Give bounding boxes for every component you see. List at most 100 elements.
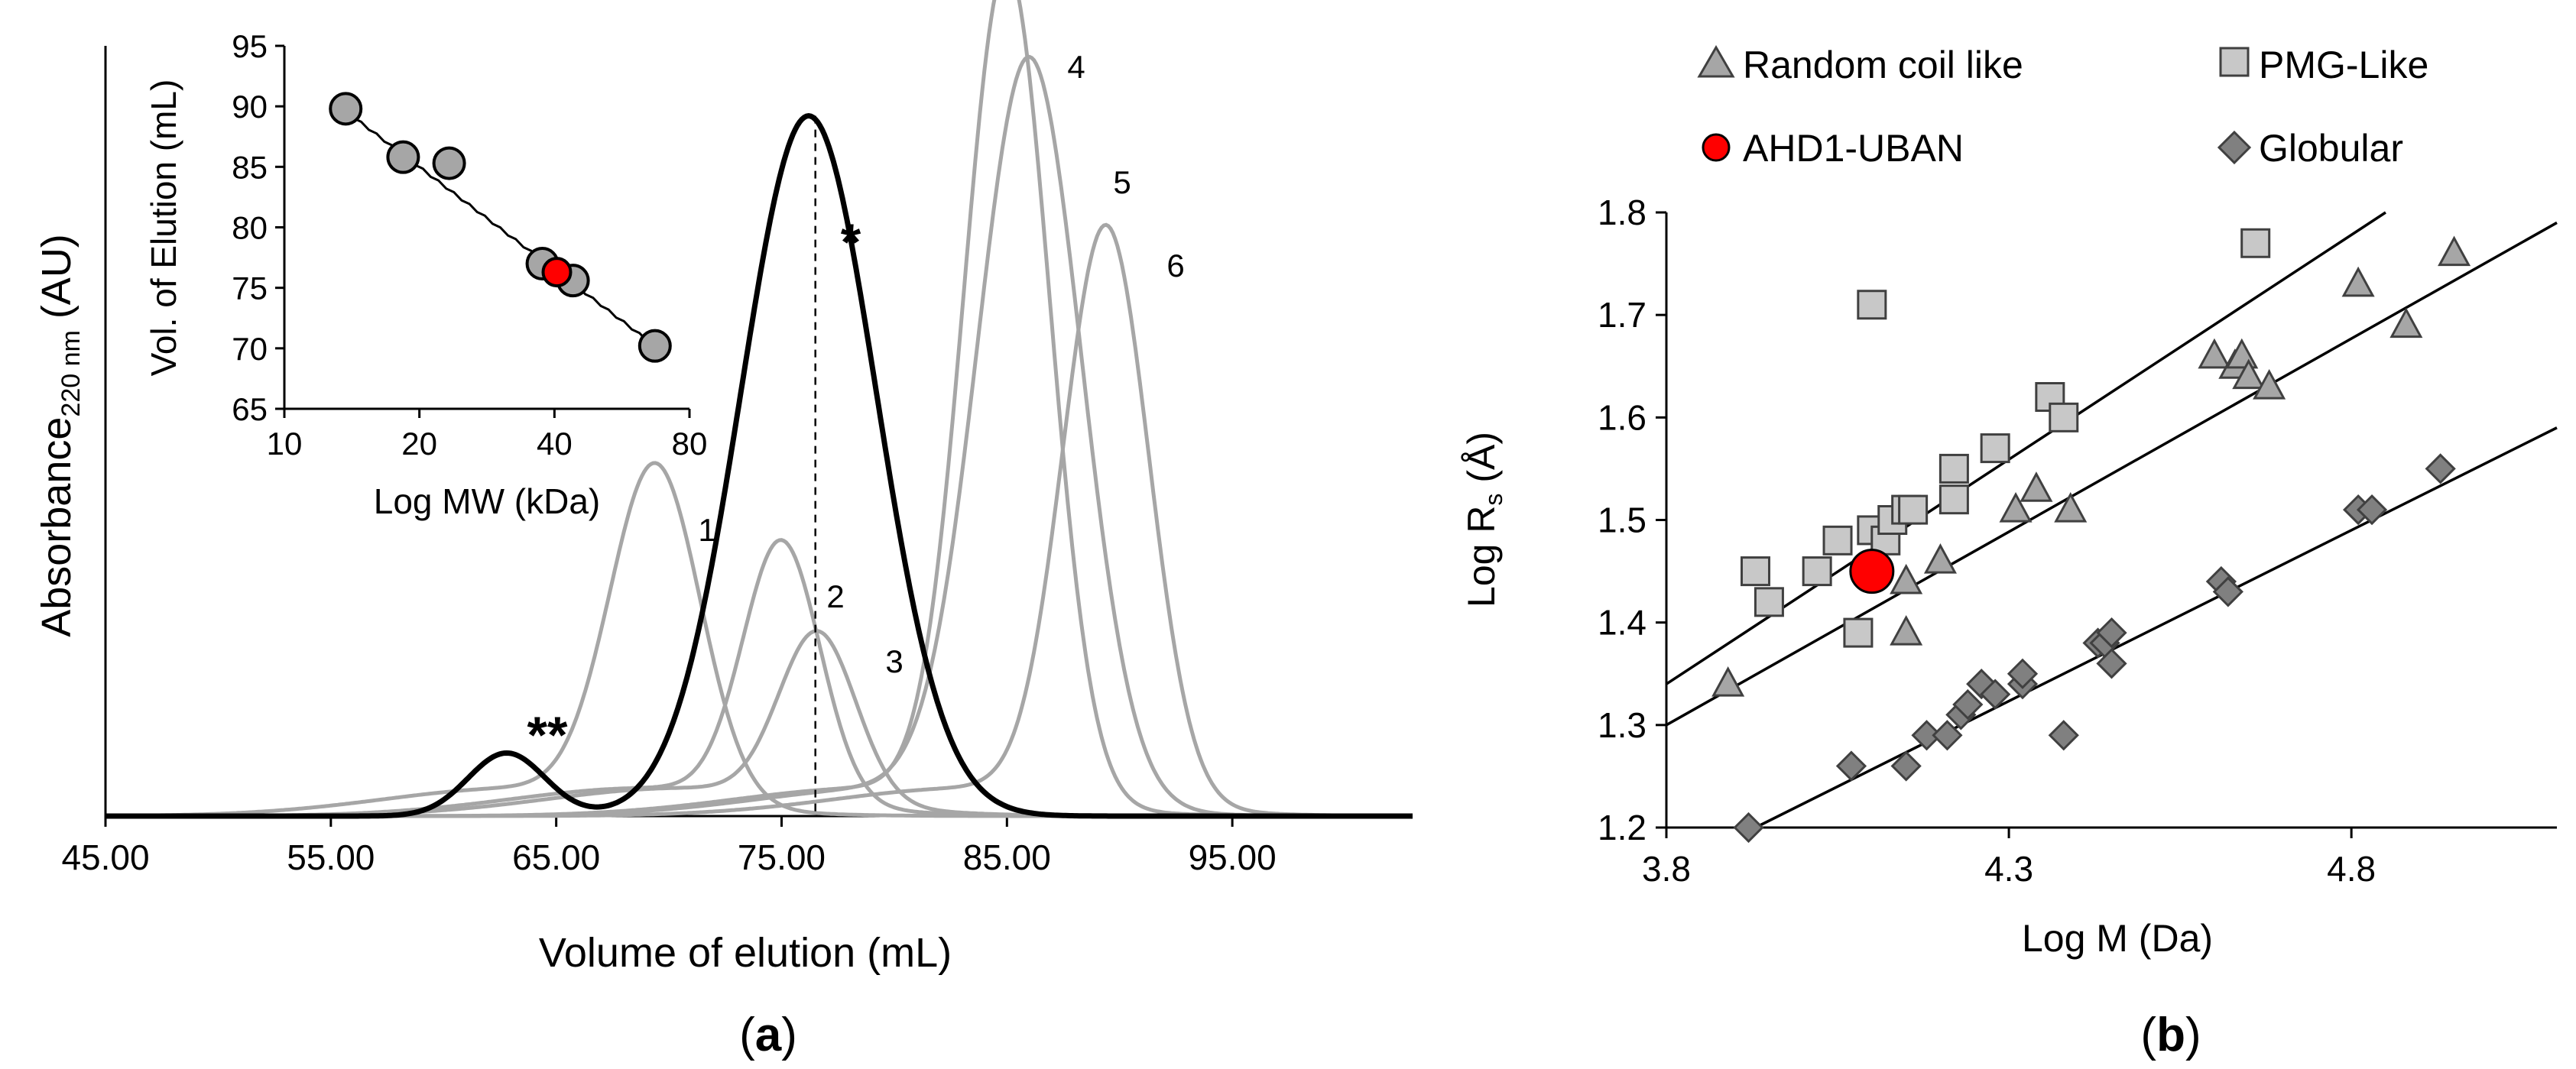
random-coil-point (2253, 368, 2286, 400)
panel-b-points (1711, 228, 2471, 844)
fit-line-globular (1754, 426, 2558, 829)
panel-a-x-tick-label: 55.00 (287, 837, 375, 877)
random-coil-point (2020, 471, 2053, 502)
random-coil-point (1890, 614, 1923, 646)
legend-pmg: PMG-Like (2259, 44, 2428, 86)
panel-a-x-tick-label: 85.00 (963, 837, 1051, 877)
aggregate-peak-label: ** (527, 706, 568, 764)
inset-x-tick-label: 80 (672, 426, 708, 462)
panel-b-caption: (b) (2140, 1009, 2201, 1061)
pmg-point (1938, 484, 1969, 515)
random-coil-point (2225, 338, 2259, 369)
globular-point (2007, 658, 2039, 689)
panel-b: 3.8 4.3 4.8 1.2 1.3 1.4 1.5 1.6 1.7 1.8 Log M (Da… (1460, 44, 2558, 1061)
inset-x-tick-label: 20 (401, 426, 437, 462)
panel-b-ticks: 3.8 4.3 4.8 1.2 1.3 1.4 1.5 1.6 1.7 1.8 (1598, 193, 2376, 889)
pmg-point (1822, 525, 1853, 556)
panel-a-x-tick-label: 65.00 (512, 837, 600, 877)
globular-point (1733, 811, 1764, 844)
panel-b-y-tick-label: 1.6 (1598, 397, 1646, 437)
peak-label-5: 5 (1113, 164, 1131, 200)
caption-b-open: ( (2140, 1009, 2156, 1061)
legend-triangle-marker (1697, 45, 1735, 78)
panel-b-y-tick-label: 1.3 (1598, 705, 1646, 745)
panel-b-y-tick-label: 1.8 (1598, 193, 1646, 232)
inset-standard-point (432, 146, 466, 180)
peak-label-1: 1 (698, 512, 715, 548)
caption-b-letter: b (2156, 1009, 2185, 1061)
random-coil-point (2341, 266, 2375, 297)
panel-b-y-tick-label: 1.2 (1598, 808, 1646, 847)
globular-point (2425, 453, 2456, 484)
legend-globular: Globular (2259, 127, 2403, 170)
peak-label-4: 4 (1067, 49, 1085, 85)
caption-a-close: ) (781, 1009, 797, 1061)
b-y-title-unit: (Å) (1460, 432, 1503, 494)
random-coil-point (2232, 358, 2266, 390)
panel-b-x-axis-title: Log M (Da) (2022, 917, 2213, 960)
pmg-point (2049, 402, 2079, 432)
globular-point (2212, 576, 2243, 607)
random-coil-point (2198, 338, 2231, 369)
panel-a: 45.00 55.00 65.00 75.00 85.00 95.00 * ** 1 2 … (34, 0, 1413, 1061)
reference-trace-2 (105, 538, 1413, 818)
inset-y-tick-label: 85 (232, 149, 268, 185)
inset-standard-point (329, 92, 363, 126)
caption-a-letter: a (755, 1009, 782, 1061)
panel-b-fit-lines (1666, 211, 2558, 829)
fit-line-pmg-like (1666, 211, 2386, 685)
pmg-point (1980, 433, 2010, 464)
legend-ahd1-uban: AHD1-UBAN (1743, 127, 1964, 170)
random-coil-point (2438, 235, 2471, 267)
inset-x-tick-label: 40 (537, 426, 573, 462)
ahd1-uban-point (1849, 549, 1895, 594)
inset-standard-point (638, 329, 672, 363)
panel-a-traces (105, 0, 1413, 819)
globular-point (1980, 679, 2011, 710)
fit-line-random-coil-like (1666, 221, 2558, 727)
panel-b-y-axis-title: Log Rs (Å) (1460, 432, 1507, 607)
legend-circle-marker (1702, 133, 1731, 162)
inset-y-tick-label: 70 (232, 331, 268, 367)
reference-trace-1 (105, 461, 1413, 818)
globular-point (1890, 750, 1922, 782)
globular-point (1952, 688, 1984, 721)
pmg-point (2240, 228, 2271, 258)
legend-diamond-marker (2217, 130, 2252, 165)
y-title-subscript: 220 nm (57, 330, 86, 416)
inset-x-tick-label: 10 (267, 426, 303, 462)
panel-b-y-tick-label: 1.4 (1598, 603, 1646, 643)
inset-ahd1-uban-point (541, 257, 573, 288)
b-y-title-subscript: s (1480, 494, 1507, 506)
panel-b-x-tick-label: 4.3 (1984, 849, 2033, 889)
pmg-point (1938, 453, 1969, 484)
y-title-unit: (AU) (34, 234, 79, 330)
inset-calibration-plot: 10 20 40 80 65 70 75 80 85 90 95 Log MW (kDa) Vol.… (144, 28, 707, 521)
random-coil-point (1711, 666, 1745, 697)
inset-ticks: 10 20 40 80 65 70 75 80 85 90 95 (232, 28, 707, 462)
sample-peak-star-label: * (841, 213, 861, 271)
panel-a-y-axis-title: Absorbance220 nm (AU) (34, 234, 86, 637)
pmg-point (1898, 494, 1929, 525)
globular-point (2048, 720, 2079, 751)
random-coil-point (1890, 563, 1923, 594)
panel-a-x-axis-title: Volume of elution (mL) (539, 930, 952, 976)
inset-points (329, 92, 672, 363)
globular-point (1911, 720, 1942, 751)
panel-a-caption: (a) (739, 1009, 797, 1061)
inset-y-tick-label: 80 (232, 210, 268, 246)
pmg-point (1741, 556, 1770, 587)
globular-point (2356, 494, 2388, 526)
caption-a-open: ( (739, 1009, 755, 1061)
inset-y-axis-title: Vol. of Elution (mL) (144, 79, 183, 377)
pmg-point (1857, 290, 1887, 320)
globular-point (1932, 720, 1963, 751)
inset-y-tick-label: 95 (232, 28, 268, 64)
peak-label-2: 2 (826, 578, 844, 614)
b-y-title-main: Log R (1460, 506, 1503, 607)
globular-point (2096, 648, 2127, 679)
panel-b-x-tick-label: 4.8 (2327, 849, 2376, 889)
panel-b-y-tick-label: 1.7 (1598, 295, 1646, 335)
legend-square-marker (2219, 47, 2250, 77)
peak-label-3: 3 (885, 643, 903, 679)
